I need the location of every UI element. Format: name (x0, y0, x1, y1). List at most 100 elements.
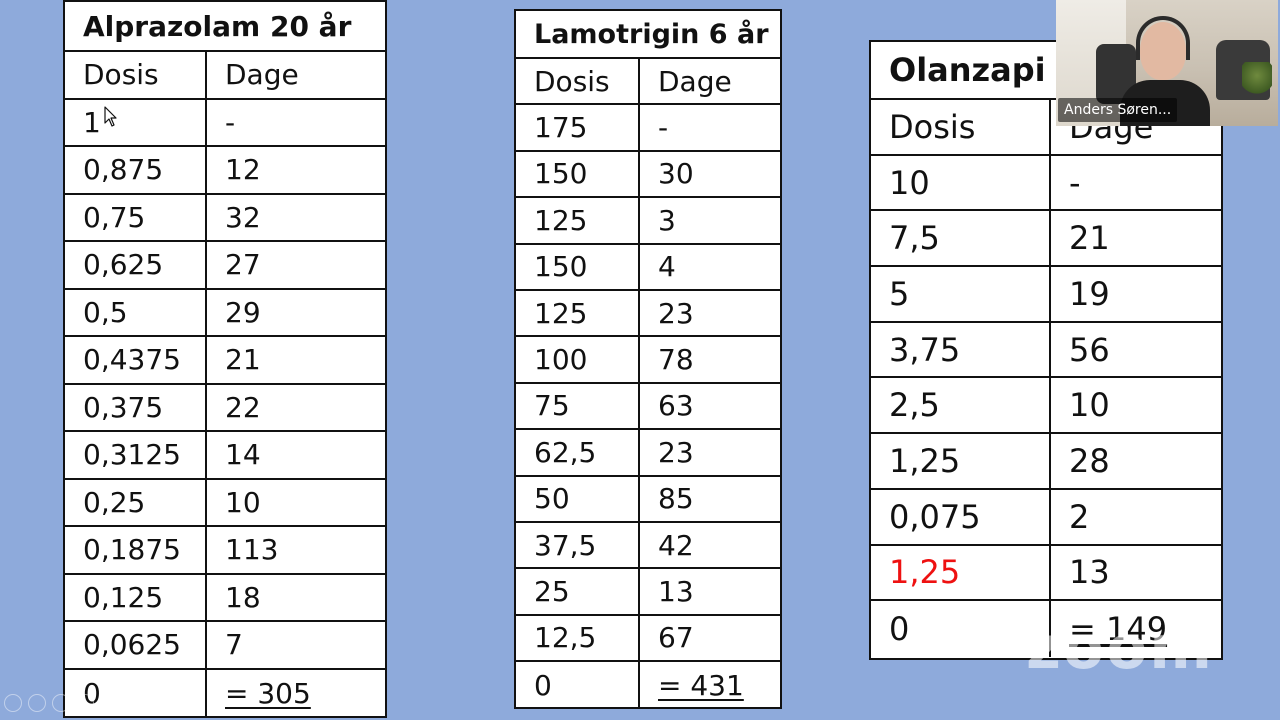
days-cell: 12 (225, 153, 261, 187)
table-row: 0,625 27 (65, 242, 385, 290)
dose-cell: 100 (516, 337, 640, 382)
dose-cell: 2,5 (871, 378, 1051, 433)
days-cell: 22 (225, 390, 261, 424)
days-total-cell: = 431 (640, 662, 780, 708)
table-row: 2,5 10 (871, 378, 1221, 435)
table-row: 5 19 (871, 267, 1221, 323)
table-title: Lamotrigin 6 år (516, 11, 780, 59)
dose-cell: 50 (516, 476, 640, 521)
total-days: = 149 (1069, 610, 1168, 649)
table-row: 0,075 2 (871, 489, 1221, 546)
table-row: 62,5 23 (516, 430, 780, 477)
days-cell: 13 (658, 574, 694, 608)
table-row-total: 0 = 149 (871, 601, 1221, 657)
table-row: 0,4375 21 (65, 337, 385, 385)
days-cell: 42 (658, 528, 694, 562)
days-total-cell: = 149 (1051, 601, 1221, 657)
days-cell: 56 (1069, 330, 1110, 369)
days-cell: 10 (225, 485, 261, 519)
days-cell: 7 (225, 628, 243, 662)
meeting-control-icon[interactable] (100, 694, 118, 712)
dose-cell: 0 (516, 662, 640, 709)
days-cell: 23 (658, 296, 694, 330)
days-cell: 32 (225, 200, 261, 234)
days-cell: 13 (1069, 553, 1110, 592)
table-row: 100 78 (516, 337, 780, 384)
days-cell: 30 (658, 157, 694, 191)
table-row: 1- (65, 99, 385, 147)
table-row: 0,25 10 (65, 479, 385, 527)
table-row: 125 3 (516, 198, 780, 245)
dose-cell: 1,25 (871, 434, 1051, 488)
dose-cell: 25 (516, 569, 640, 614)
total-days: = 305 (225, 676, 311, 710)
table-row: 150 4 (516, 244, 780, 291)
dose-cell: 10 (871, 155, 1051, 210)
dose-cell: 150 (516, 244, 640, 289)
headset (1136, 16, 1190, 60)
dose-cell: 3,75 (871, 322, 1051, 377)
days-cell: 28 (1069, 441, 1110, 480)
meeting-control-icon[interactable] (4, 694, 22, 712)
column-header-days: Dage (658, 64, 732, 98)
dose-cell: 0,375 (65, 384, 207, 430)
dose-cell: 62,5 (516, 430, 640, 475)
dose-cell: 125 (516, 198, 640, 243)
days-cell: 2 (1069, 497, 1090, 536)
dose-cell: 0,625 (65, 242, 207, 288)
alprazolam-table: Alprazolam 20 år Dosis Dage 1- 0,875 12 0… (63, 0, 387, 718)
table-title: Olanzapi (871, 42, 1221, 100)
meeting-control-icon[interactable] (28, 694, 46, 712)
dose-cell: 12,5 (516, 615, 640, 661)
olanzapin-table: Olanzapi Dosis Dage 10- 7,5 21 5 19 3,75 56… (869, 40, 1223, 660)
days-cell: 10 (1069, 386, 1110, 425)
dose-cell: 0,075 (871, 489, 1051, 544)
table-row: 175- (516, 105, 780, 152)
table-header-row: Dosis Dage (65, 52, 385, 100)
meeting-controls (4, 694, 142, 712)
table-row: 0,75 32 (65, 194, 385, 242)
days-cell: 14 (225, 438, 261, 472)
dose-cell: 5 (871, 267, 1051, 321)
table-row: 0,375 22 (65, 384, 385, 432)
dose-cell: 0,875 (65, 147, 207, 193)
zoom-watermark: zoom (1026, 613, 1214, 683)
dose-cell: 0,5 (65, 289, 207, 335)
dose-cell: 1 (65, 99, 207, 145)
participant-name-label: Anders Søren... (1058, 98, 1178, 122)
table-row: 0,125 18 (65, 574, 385, 622)
meeting-control-icon[interactable] (76, 694, 94, 712)
dose-cell: 150 (516, 151, 640, 197)
days-total-cell: = 305 (207, 670, 385, 718)
days-cell: - (225, 105, 236, 139)
days-cell: 21 (1069, 219, 1110, 258)
table-row: 125 23 (516, 290, 780, 338)
total-days: = 431 (658, 668, 744, 702)
dose-cell: 0,1875 (65, 527, 207, 573)
dose-cell: 0,75 (65, 194, 207, 240)
days-cell: 21 (225, 343, 261, 377)
table-row-total: 0 = 431 (516, 662, 780, 709)
mouse-pointer-icon (104, 106, 117, 127)
days-cell: 19 (1069, 274, 1110, 313)
table-row: 7,5 21 (871, 211, 1221, 268)
table-row: 0,875 12 (65, 147, 385, 195)
meeting-control-icon[interactable] (124, 694, 142, 712)
dose-cell: 0,4375 (65, 337, 207, 383)
days-cell: 18 (225, 580, 261, 614)
dose-cell: 0,25 (65, 479, 207, 525)
dose-cell: 7,5 (871, 211, 1051, 266)
table-row: 0,1875 113 (65, 527, 385, 575)
days-cell: 78 (658, 343, 694, 377)
meeting-control-icon[interactable] (52, 694, 70, 712)
table-row: 37,5 42 (516, 522, 780, 570)
column-header-days: Dage (225, 58, 299, 92)
lamotrigin-table: Lamotrigin 6 år Dosis Dage 175- 150 30 12… (514, 9, 782, 709)
days-cell: 113 (225, 533, 279, 567)
dose-cell: 0,3125 (65, 432, 207, 478)
table-row: 150 30 (516, 151, 780, 199)
column-header-dose: Dosis (871, 100, 1051, 154)
participant-video-tile[interactable]: Anders Søren... (1056, 0, 1278, 126)
table-row: 1,25 28 (871, 434, 1221, 490)
table-row: 3,75 56 (871, 322, 1221, 379)
